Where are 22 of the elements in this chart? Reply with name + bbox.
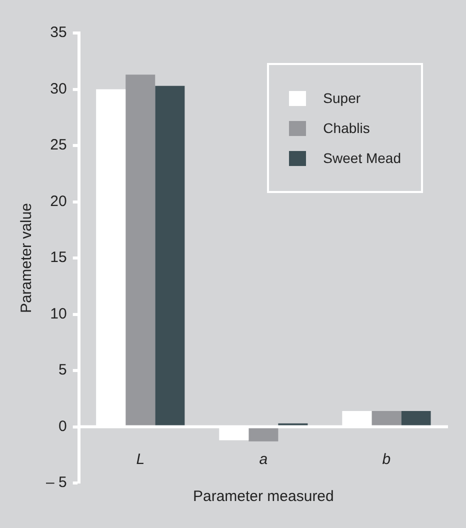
bar xyxy=(126,74,156,426)
legend-label: Super xyxy=(323,90,361,106)
x-tick-label: b xyxy=(382,450,391,468)
bar xyxy=(372,411,402,426)
y-tick-label: – 5 xyxy=(46,474,67,492)
x-axis-title: Parameter measured xyxy=(192,488,334,506)
legend-label: Chablis xyxy=(323,120,370,136)
bar xyxy=(401,411,431,426)
y-tick-label: 20 xyxy=(50,192,67,210)
legend-label: Sweet Mead xyxy=(323,150,401,166)
y-tick-label: 25 xyxy=(50,136,67,154)
y-tick-label: 10 xyxy=(50,305,67,322)
y-tick-label: 15 xyxy=(50,249,67,266)
bar xyxy=(155,86,185,426)
y-tick-label: 30 xyxy=(50,80,67,98)
x-tick-label: L xyxy=(136,450,145,468)
y-tick-label: 35 xyxy=(50,24,67,42)
x-tick-label: a xyxy=(259,450,268,468)
y-tick-label: 0 xyxy=(58,418,67,435)
y-tick-label: 5 xyxy=(58,362,67,379)
bar xyxy=(248,427,278,442)
y-axis-title: Parameter value xyxy=(18,202,36,314)
